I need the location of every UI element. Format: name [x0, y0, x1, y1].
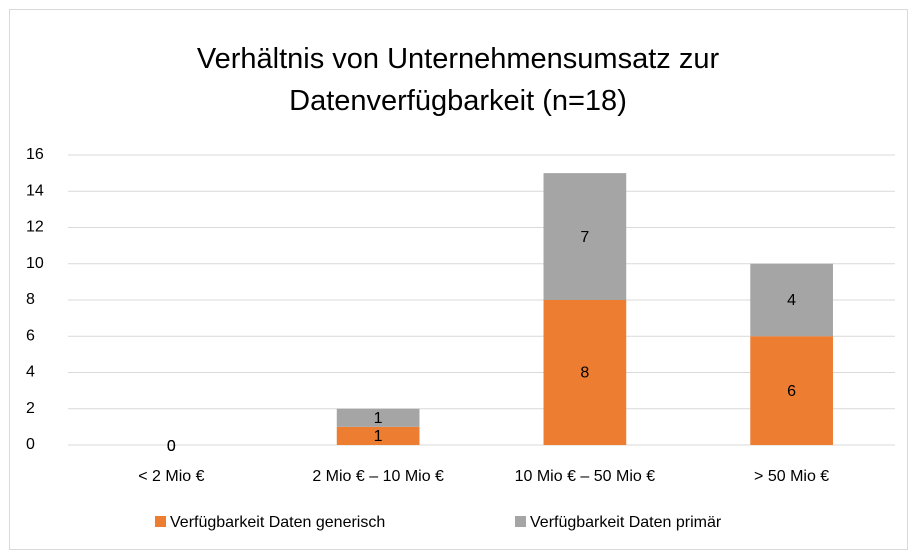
y-tick-label: 0	[26, 436, 35, 453]
y-tick-label: 2	[26, 400, 35, 417]
y-tick-label: 4	[26, 364, 35, 381]
data-label: 1	[374, 428, 383, 445]
data-label: 0	[167, 438, 176, 455]
bar-segment	[336, 426, 420, 445]
y-tick-label: 12	[26, 219, 44, 236]
data-label: 8	[580, 365, 589, 382]
y-tick-label: 16	[26, 146, 44, 163]
data-label: 0	[167, 438, 176, 455]
x-tick-label: 2 Mio € – 10 Mio €	[312, 468, 444, 485]
legend-label: Verfügbarkeit Daten generisch	[170, 514, 385, 531]
x-tick-label: 10 Mio € – 50 Mio €	[515, 468, 656, 485]
y-tick-label: 6	[26, 327, 35, 344]
y-tick-label: 8	[26, 291, 35, 308]
legend-swatch	[515, 516, 526, 527]
data-label: 7	[580, 229, 589, 246]
x-tick-label: > 50 Mio €	[754, 468, 829, 485]
data-label: 6	[787, 383, 796, 400]
legend-swatch	[155, 516, 166, 527]
chart-title: Verhältnis von Unternehmensumsatz zur Da…	[196, 43, 720, 117]
data-label: 4	[787, 292, 796, 309]
bar-segment	[543, 300, 627, 445]
data-label: 1	[374, 410, 383, 427]
y-tick-label: 10	[26, 255, 44, 272]
bar-segment	[750, 336, 833, 445]
y-tick-label: 14	[26, 182, 44, 199]
legend-label: Verfügbarkeit Daten primär	[530, 514, 722, 531]
x-tick-label: < 2 Mio €	[138, 468, 204, 485]
bar-segment	[336, 408, 420, 427]
bar-segment	[543, 173, 627, 300]
bar-segment	[750, 263, 833, 337]
